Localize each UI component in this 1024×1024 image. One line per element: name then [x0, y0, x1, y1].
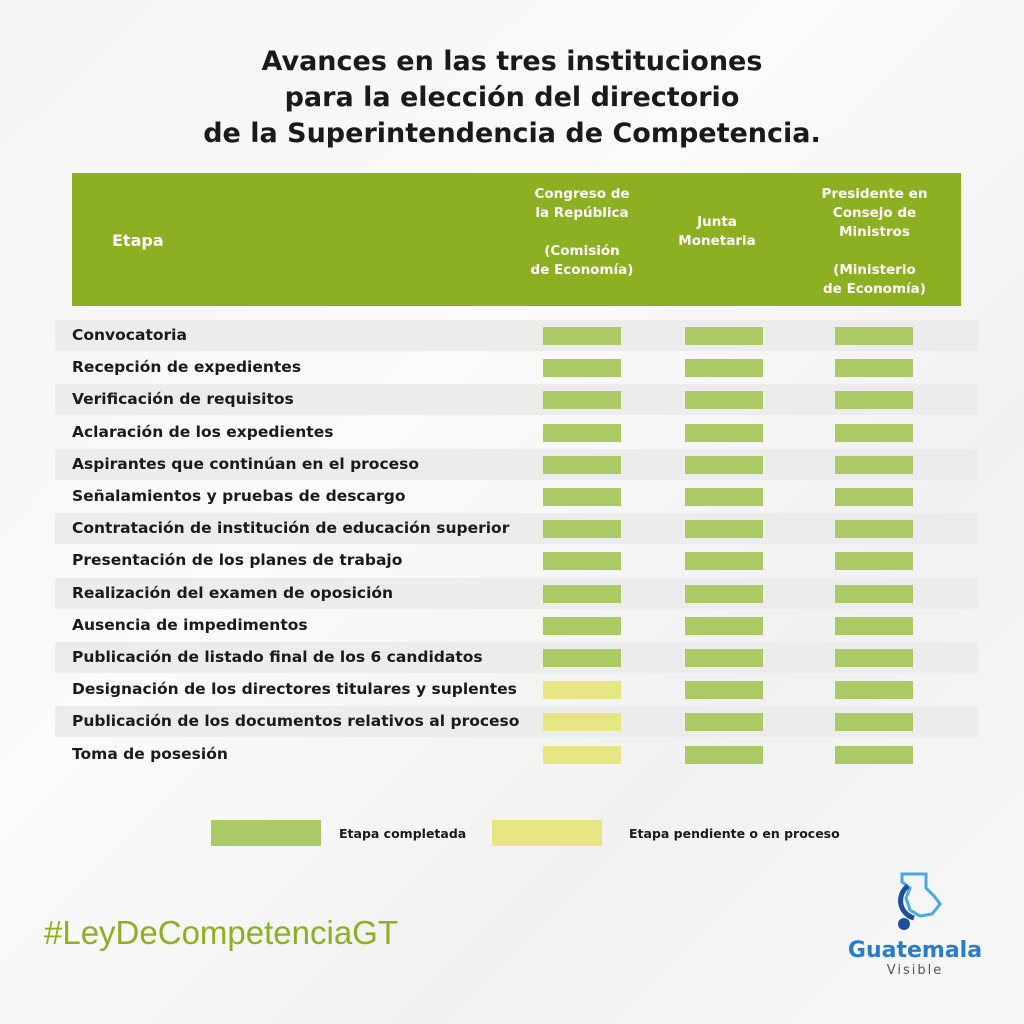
status-bar-completed: [685, 327, 763, 345]
table-row: Aspirantes que continúan en el proceso: [55, 448, 978, 480]
table-row: Publicación de los documentos relativos …: [55, 706, 978, 738]
table-row: Señalamientos y pruebas de descargo: [55, 481, 978, 512]
logo-sub: Visible: [886, 963, 944, 978]
status-bar-pending: [543, 745, 621, 764]
status-bar-completed: [685, 520, 763, 539]
status-bar-completed: [685, 455, 763, 474]
status-bar-completed: [835, 681, 913, 700]
status-bar-completed: [543, 327, 621, 345]
legend-pending-swatch: [492, 820, 602, 846]
title-line: para la elección del directorio: [284, 82, 740, 113]
status-bar-completed: [543, 455, 621, 474]
status-bar-completed: [685, 552, 763, 571]
page-title: Avances en las tres instituciones para l…: [0, 44, 1024, 152]
legend-completed-label: Etapa completada: [339, 826, 467, 841]
status-bar-completed: [685, 616, 763, 635]
status-bar-pending: [543, 681, 621, 700]
legend-completed-swatch: [211, 820, 321, 846]
status-bar-completed: [685, 488, 763, 506]
table-row: Realización del examen de oposición: [55, 577, 978, 609]
hashtag: #LeyDeCompetenciaGT: [44, 914, 399, 951]
status-bar-completed: [685, 681, 763, 700]
title-line: Avances en las tres instituciones: [261, 46, 763, 77]
status-bar-completed: [685, 423, 763, 442]
status-bar-completed: [835, 745, 913, 764]
status-bar-completed: [543, 552, 621, 571]
status-bar-completed: [835, 423, 913, 442]
status-bar-completed: [685, 713, 763, 732]
row-etapa: Verificación de requisitos: [72, 390, 294, 409]
row-etapa: Designación de los directores titulares …: [72, 680, 517, 699]
row-etapa: Ausencia de impedimentos: [72, 615, 308, 634]
status-bar-completed: [685, 745, 763, 764]
status-bar-completed: [835, 713, 913, 732]
table-row: Contratación de institución de educación…: [55, 513, 978, 545]
status-bar-pending: [543, 713, 621, 732]
status-bar-completed: [685, 649, 763, 667]
row-etapa: Publicación de los documentos relativos …: [72, 712, 520, 731]
table-row: Recepción de expedientes: [55, 352, 978, 383]
status-bar-completed: [835, 391, 913, 410]
row-etapa: Publicación de listado final de los 6 ca…: [72, 648, 483, 666]
table-row: Aclaración de los expedientes: [55, 417, 978, 448]
row-etapa: Aclaración de los expedientes: [72, 422, 334, 441]
row-etapa: Contratación de institución de educación…: [72, 519, 510, 538]
row-etapa: Presentación de los planes de trabajo: [72, 551, 403, 570]
status-bar-completed: [543, 391, 621, 410]
status-bar-completed: [835, 616, 913, 635]
status-bar-completed: [543, 423, 621, 442]
status-bar-completed: [835, 552, 913, 571]
table-row: Publicación de listado final de los 6 ca…: [55, 642, 978, 673]
status-bar-completed: [835, 584, 913, 603]
status-bar-completed: [543, 616, 621, 635]
table-header: Etapa Congreso de la República (Comisión…: [72, 173, 961, 306]
table-row: Toma de posesión: [55, 739, 978, 770]
status-bar-completed: [685, 391, 763, 410]
row-etapa: Señalamientos y pruebas de descargo: [72, 487, 406, 505]
table-row: Ausencia de impedimentos: [55, 610, 978, 641]
status-bar-completed: [835, 649, 913, 667]
row-etapa: Recepción de expedientes: [72, 358, 302, 377]
status-bar-completed: [835, 327, 913, 345]
row-etapa: Toma de posesión: [72, 744, 228, 763]
logo-name: Guatemala: [847, 938, 983, 963]
header-etapa: Etapa: [112, 231, 164, 250]
legend-pending-label: Etapa pendiente o en proceso: [629, 826, 840, 841]
status-bar-completed: [685, 584, 763, 603]
header-presidente: Presidente en Consejo de Ministros (Mini…: [821, 186, 928, 297]
status-bar-completed: [685, 359, 763, 378]
status-bar-completed: [835, 455, 913, 474]
title-line: de la Superintendencia de Competencia.: [203, 118, 821, 149]
status-bar-completed: [835, 359, 913, 378]
status-bar-completed: [543, 649, 621, 667]
table-row: Presentación de los planes de trabajo: [55, 545, 978, 576]
table-row: Designación de los directores titulares …: [55, 674, 978, 705]
header-congreso: Congreso de la República (Comisión de Ec…: [530, 186, 634, 278]
logo: Guatemala Visible: [845, 870, 985, 978]
status-bar-completed: [543, 359, 621, 378]
header-junta: Junta Monetaria: [678, 214, 756, 249]
status-bar-completed: [835, 488, 913, 506]
row-etapa: Convocatoria: [72, 326, 187, 344]
status-bar-completed: [543, 584, 621, 603]
status-bar-completed: [835, 520, 913, 539]
status-bar-completed: [543, 488, 621, 506]
table-row: Convocatoria: [55, 320, 978, 351]
table-row: Verificación de requisitos: [55, 384, 978, 416]
guatemala-map-magnifier-icon: [898, 872, 942, 930]
status-bar-completed: [543, 520, 621, 539]
row-etapa: Realización del examen de oposición: [72, 583, 394, 602]
row-etapa: Aspirantes que continúan en el proceso: [72, 454, 420, 473]
